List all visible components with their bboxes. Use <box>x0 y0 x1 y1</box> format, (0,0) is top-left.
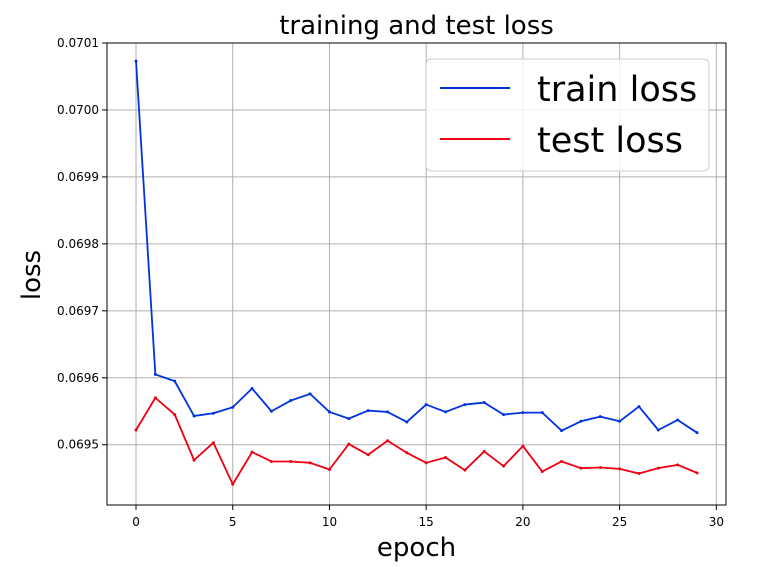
x-tick-label: 30 <box>709 515 724 529</box>
y-tick-label: 0.0695 <box>57 438 99 452</box>
data-point-test-loss <box>424 461 428 465</box>
data-point-test-loss <box>211 441 215 445</box>
data-point-train-loss <box>695 431 699 435</box>
series-points-train-loss <box>134 59 699 435</box>
data-point-test-loss <box>231 482 235 486</box>
data-point-train-loss <box>347 417 351 421</box>
x-axis-label: epoch <box>377 533 456 563</box>
data-point-test-loss <box>192 458 196 462</box>
data-point-test-loss <box>502 464 506 468</box>
data-point-train-loss <box>444 410 448 414</box>
data-point-test-loss <box>656 466 660 470</box>
legend-label-train-loss: train loss <box>537 70 697 110</box>
data-point-train-loss <box>134 59 138 63</box>
data-point-test-loss <box>463 468 467 472</box>
data-point-train-loss <box>579 419 583 423</box>
y-axis-label: loss <box>17 250 47 300</box>
data-point-train-loss <box>502 413 506 417</box>
x-tick-label: 5 <box>229 515 237 529</box>
data-point-test-loss <box>676 463 680 467</box>
data-point-train-loss <box>560 429 564 433</box>
data-point-train-loss <box>231 405 235 409</box>
series-line-test-loss <box>135 396 698 486</box>
data-point-train-loss <box>173 379 177 383</box>
x-tick-label: 20 <box>515 515 530 529</box>
data-point-test-loss <box>327 468 331 472</box>
y-tick-label: 0.0698 <box>57 237 99 251</box>
data-point-train-loss <box>269 409 273 413</box>
data-point-train-loss <box>618 419 622 423</box>
data-point-test-loss <box>153 396 157 400</box>
data-point-train-loss <box>153 372 157 376</box>
data-point-test-loss <box>134 428 138 432</box>
data-point-test-loss <box>308 461 312 465</box>
data-point-train-loss <box>521 411 525 415</box>
data-point-train-loss <box>598 415 602 419</box>
data-point-test-loss <box>579 466 583 470</box>
data-point-train-loss <box>656 428 660 432</box>
data-point-train-loss <box>366 409 370 413</box>
data-point-test-loss <box>482 449 486 453</box>
data-point-train-loss <box>463 403 467 407</box>
series-layer <box>134 59 699 486</box>
data-point-test-loss <box>173 413 177 417</box>
legend-label-test-loss: test loss <box>537 121 683 161</box>
series-line-train-loss <box>135 60 698 434</box>
data-point-train-loss <box>424 403 428 407</box>
tick-layer: 0 5 10 15 20 25 30 0.0695 0.0696 0.0697 0.0698 0.06… <box>57 36 724 529</box>
data-point-test-loss <box>385 439 389 443</box>
data-point-test-loss <box>695 471 699 475</box>
y-tick-label: 0.0697 <box>57 304 99 318</box>
data-point-test-loss <box>269 459 273 463</box>
data-point-test-loss <box>618 467 622 471</box>
data-point-train-loss <box>211 411 215 415</box>
data-point-test-loss <box>560 459 564 463</box>
data-point-train-loss <box>637 405 641 409</box>
y-tick-label: 0.0701 <box>57 36 99 50</box>
data-point-train-loss <box>289 399 293 403</box>
data-point-test-loss <box>444 455 448 459</box>
data-point-train-loss <box>308 392 312 396</box>
data-point-test-loss <box>250 450 254 454</box>
data-point-test-loss <box>347 442 351 446</box>
series-points-test-loss <box>134 396 699 486</box>
x-tick-label: 10 <box>322 515 337 529</box>
y-tick-label: 0.0699 <box>57 170 99 184</box>
data-point-test-loss <box>540 470 544 474</box>
chart-title: training and test loss <box>279 11 554 41</box>
legend: train loss test loss <box>425 58 710 172</box>
data-point-train-loss <box>192 414 196 418</box>
data-point-test-loss <box>637 472 641 476</box>
data-point-test-loss <box>521 444 525 448</box>
data-point-train-loss <box>405 420 409 424</box>
data-point-train-loss <box>327 410 331 414</box>
y-tick-label: 0.0700 <box>57 103 99 117</box>
data-point-train-loss <box>540 411 544 415</box>
data-point-train-loss <box>676 418 680 422</box>
data-point-train-loss <box>250 386 254 390</box>
x-tick-label: 25 <box>612 515 627 529</box>
x-tick-label: 0 <box>132 515 140 529</box>
data-point-test-loss <box>366 453 370 457</box>
data-point-test-loss <box>289 459 293 463</box>
data-point-train-loss <box>385 410 389 414</box>
plot-frame <box>106 42 727 506</box>
data-point-test-loss <box>598 466 602 470</box>
data-point-test-loss <box>405 451 409 455</box>
y-tick-label: 0.0696 <box>57 371 99 385</box>
x-tick-label: 15 <box>419 515 434 529</box>
data-point-train-loss <box>482 401 486 405</box>
